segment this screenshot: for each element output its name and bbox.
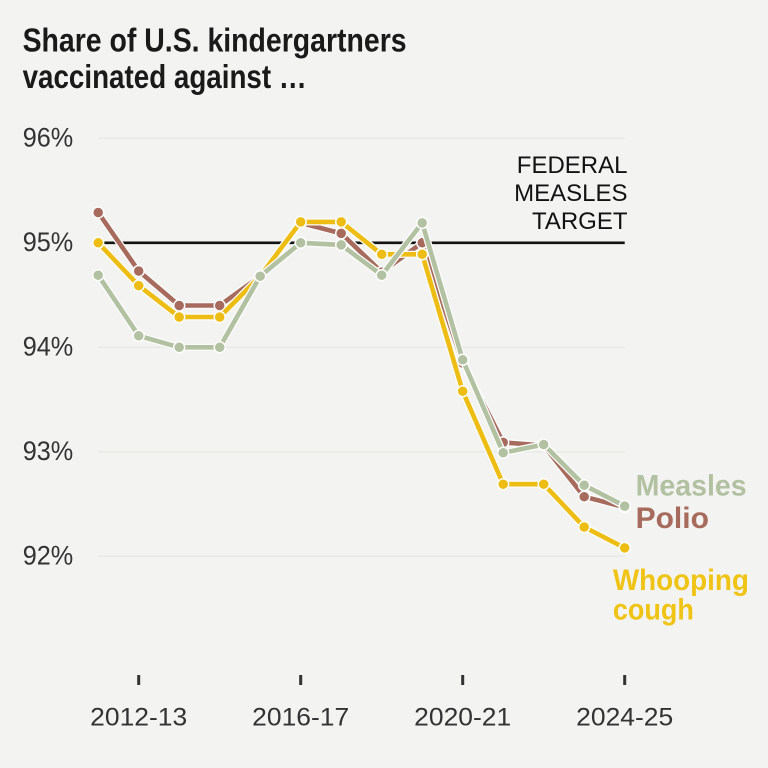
svg-text:2024-25: 2024-25 [576,704,673,732]
svg-text:2020-21: 2020-21 [414,704,511,732]
svg-text:94%: 94% [23,332,73,362]
svg-text:vaccinated against …: vaccinated against … [23,58,307,95]
svg-text:2012-13: 2012-13 [90,704,187,732]
svg-text:93%: 93% [23,436,73,466]
svg-text:96%: 96% [23,123,73,153]
svg-text:2016-17: 2016-17 [252,704,349,732]
svg-text:Measles: Measles [636,470,747,503]
svg-text:MEASLES: MEASLES [514,180,627,207]
svg-text:95%: 95% [23,227,73,257]
svg-text:FEDERAL: FEDERAL [517,152,628,179]
svg-text:cough: cough [613,593,694,626]
svg-text:92%: 92% [23,541,73,571]
svg-text:Polio: Polio [636,502,709,535]
svg-text:Share of U.S. kindergartners: Share of U.S. kindergartners [23,22,407,59]
svg-text:Whooping: Whooping [613,564,749,597]
svg-text:TARGET: TARGET [532,208,628,235]
